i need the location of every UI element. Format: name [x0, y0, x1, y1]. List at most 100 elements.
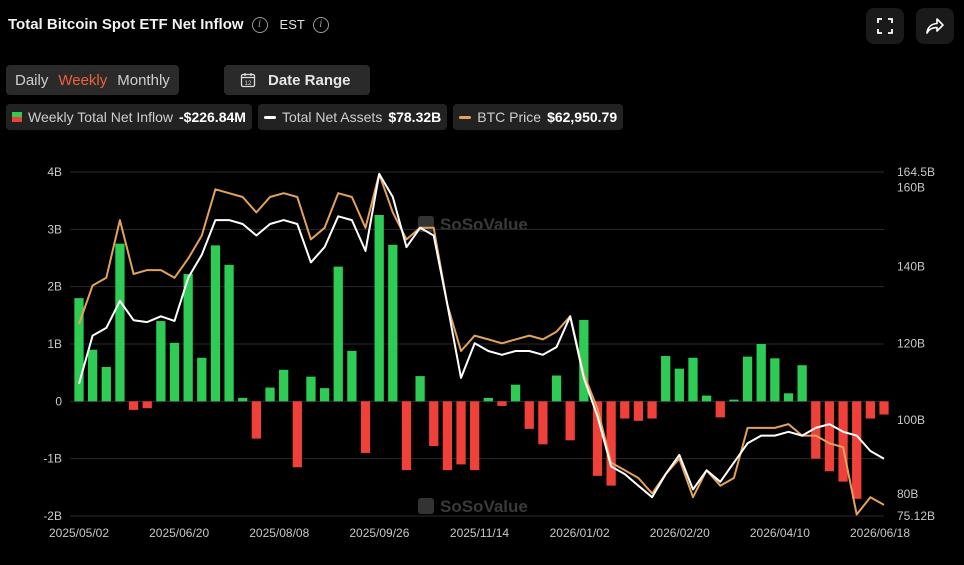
inflow-bar	[470, 401, 480, 471]
inflow-bar	[74, 298, 84, 402]
y-tick-label-right: 80B	[897, 487, 918, 501]
inflow-bar	[442, 401, 453, 471]
inflow-bar	[524, 401, 534, 429]
page-title: Total Bitcoin Spot ETF Net Inflow	[8, 16, 244, 33]
inflow-bar	[824, 401, 835, 472]
date-range-label: Date Range	[268, 71, 351, 89]
bar-swatch-icon	[12, 112, 22, 122]
share-button[interactable]	[916, 8, 954, 44]
tab-weekly[interactable]: Weekly	[58, 71, 108, 89]
inflow-bar	[415, 376, 425, 402]
inflow-bar	[210, 245, 221, 402]
inflow-bar	[101, 366, 111, 402]
inflow-bar	[156, 321, 166, 402]
y-tick-label-left: 3B	[47, 222, 62, 236]
inflow-bar	[838, 401, 848, 482]
tab-monthly[interactable]: Monthly	[117, 71, 170, 89]
inflow-bar	[565, 401, 575, 441]
inflow-bar	[674, 368, 684, 402]
inflow-bar	[347, 350, 357, 402]
inflow-bars	[74, 215, 889, 499]
inflow-bar	[183, 274, 193, 402]
x-tick-label: 2025/05/02	[49, 526, 109, 540]
legend-assets-value: $78.32B	[388, 109, 442, 125]
info-icon[interactable]: i	[251, 16, 268, 33]
legend: Weekly Total Net Inflow -$226.84M Total …	[6, 104, 624, 130]
x-tick-label: 2026/04/10	[750, 526, 810, 540]
inflow-bar	[688, 357, 698, 402]
y-tick-label-left: -1B	[43, 452, 62, 466]
y-tick-label-right: 140B	[897, 259, 925, 273]
inflow-bar	[538, 401, 548, 445]
inflow-bar	[374, 215, 384, 402]
legend-inflow-name: Weekly Total Net Inflow	[28, 109, 173, 125]
date-range-button[interactable]: 12 Date Range	[224, 65, 370, 95]
inflow-bar	[592, 401, 603, 476]
x-tick-label: 2026/06/18	[850, 526, 910, 540]
fullscreen-icon	[877, 18, 893, 34]
legend-btc-value: $62,950.79	[547, 109, 618, 125]
legend-assets-name: Total Net Assets	[281, 109, 383, 125]
inflow-bar	[265, 387, 275, 402]
inflow-bar	[88, 349, 98, 402]
inflow-bar	[770, 358, 780, 402]
x-tick-label: 2025/06/20	[149, 526, 209, 540]
timezone-label: EST	[279, 17, 305, 32]
inflow-bar	[319, 388, 330, 402]
y-tick-label-left: -2B	[43, 509, 62, 523]
y-tick-label-right: 160B	[897, 180, 925, 194]
inflow-bar	[647, 401, 657, 419]
inflow-bar	[742, 356, 753, 402]
svg-text:12: 12	[245, 81, 252, 87]
line-swatch-icon	[263, 115, 276, 119]
inflow-bar	[388, 244, 398, 402]
inflow-bar	[811, 401, 821, 459]
y-tick-label-left: 0	[55, 394, 62, 408]
inflow-bar	[865, 401, 875, 419]
inflow-bar	[879, 401, 889, 415]
inflow-bar	[401, 401, 412, 471]
legend-inflow[interactable]: Weekly Total Net Inflow -$226.84M	[6, 104, 252, 130]
inflow-bar	[701, 395, 712, 402]
legend-btc[interactable]: BTC Price $62,950.79	[453, 104, 624, 130]
y-tick-label-left: 4B	[47, 165, 62, 179]
chart[interactable]: SoSoValue SoSoValue 4B 3B 2B 1B 0 -1B -2B 164.5B…	[0, 150, 964, 550]
legend-inflow-value: -$226.84M	[179, 109, 246, 125]
timezone-info-icon[interactable]: i	[312, 16, 329, 33]
interval-tabs: Daily Weekly Monthly	[6, 65, 179, 95]
y-tick-label-right: 75.12B	[897, 509, 935, 523]
y-tick-label-left: 1B	[47, 337, 62, 351]
inflow-bar	[429, 401, 439, 447]
inflow-bar	[633, 401, 644, 421]
legend-assets[interactable]: Total Net Assets $78.32B	[257, 104, 448, 130]
inflow-bar	[251, 401, 262, 439]
inflow-bar	[797, 365, 807, 402]
x-tick-label: 2025/08/08	[249, 526, 309, 540]
inflow-bar	[606, 401, 616, 486]
inflow-bar	[483, 397, 493, 402]
inflow-bar	[360, 401, 371, 453]
inflow-bar	[306, 376, 316, 402]
watermark-text: SoSoValue	[440, 497, 528, 516]
x-tick-label: 2025/09/26	[349, 526, 409, 540]
y-tick-label-right: 164.5B	[897, 165, 935, 179]
tab-daily[interactable]: Daily	[15, 71, 49, 89]
x-tick-label: 2025/11/14	[450, 526, 509, 540]
watermark-logo-icon	[418, 498, 434, 514]
inflow-bar	[224, 264, 234, 402]
watermark-layer: SoSoValue SoSoValue	[418, 215, 528, 516]
y-tick-label-right: 120B	[897, 336, 925, 350]
inflow-bar	[579, 319, 589, 402]
fullscreen-button[interactable]	[866, 8, 904, 44]
inflow-bar	[292, 401, 302, 468]
inflow-bar	[620, 401, 630, 419]
inflow-bar	[169, 342, 180, 402]
y-tick-label-right: 100B	[897, 413, 925, 427]
inflow-bar	[783, 393, 794, 402]
x-tick-label: 2026/02/20	[650, 526, 710, 540]
inflow-bar	[142, 401, 152, 409]
inflow-bar	[238, 397, 248, 402]
x-tick-label: 2026/01/02	[550, 526, 610, 540]
inflow-bar	[279, 369, 289, 402]
